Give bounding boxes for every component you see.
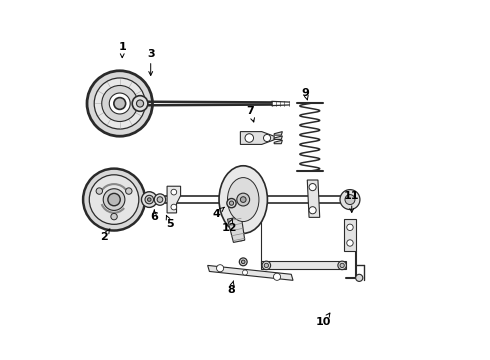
Circle shape [217, 265, 223, 272]
Text: 11: 11 [344, 191, 360, 201]
Text: 4: 4 [213, 209, 220, 219]
Circle shape [154, 194, 166, 205]
Ellipse shape [227, 177, 259, 221]
Circle shape [142, 192, 157, 207]
Circle shape [239, 258, 247, 266]
Circle shape [109, 93, 130, 114]
Circle shape [137, 100, 144, 107]
Polygon shape [274, 140, 282, 144]
Polygon shape [344, 219, 356, 251]
Circle shape [338, 261, 346, 270]
Circle shape [147, 198, 151, 201]
Circle shape [89, 175, 139, 224]
Polygon shape [274, 136, 282, 139]
Text: 12: 12 [221, 223, 237, 233]
Polygon shape [208, 265, 293, 280]
Circle shape [309, 207, 316, 214]
Circle shape [125, 188, 132, 194]
Polygon shape [274, 132, 282, 135]
Circle shape [356, 274, 363, 282]
Circle shape [94, 78, 145, 129]
Polygon shape [227, 216, 245, 242]
Circle shape [114, 98, 125, 109]
Circle shape [103, 189, 125, 210]
Circle shape [264, 134, 270, 141]
Circle shape [345, 195, 355, 204]
Circle shape [347, 240, 353, 246]
Circle shape [340, 263, 344, 267]
Circle shape [264, 263, 269, 267]
Text: 1: 1 [119, 41, 126, 51]
Text: 9: 9 [301, 88, 309, 98]
Circle shape [242, 260, 245, 264]
Circle shape [229, 201, 234, 205]
Circle shape [340, 190, 360, 210]
Circle shape [237, 193, 249, 206]
Circle shape [262, 261, 270, 270]
Circle shape [347, 224, 353, 230]
Polygon shape [261, 261, 346, 269]
Text: 6: 6 [150, 212, 158, 222]
Text: 3: 3 [147, 49, 154, 59]
Text: 2: 2 [100, 232, 108, 242]
Circle shape [171, 204, 177, 210]
Circle shape [145, 195, 153, 204]
Text: 8: 8 [227, 285, 235, 295]
Circle shape [245, 134, 253, 142]
Circle shape [227, 198, 236, 208]
Circle shape [108, 193, 120, 206]
Circle shape [171, 189, 177, 195]
Circle shape [243, 270, 247, 275]
Circle shape [87, 71, 152, 136]
Polygon shape [167, 186, 181, 213]
Polygon shape [241, 132, 274, 144]
Circle shape [241, 197, 246, 202]
Circle shape [111, 213, 117, 220]
Text: 10: 10 [316, 317, 331, 327]
Circle shape [83, 168, 145, 230]
Circle shape [309, 184, 316, 191]
Polygon shape [307, 180, 319, 217]
Text: 5: 5 [167, 220, 174, 229]
Circle shape [157, 197, 163, 202]
Circle shape [132, 96, 148, 111]
Text: 7: 7 [246, 105, 254, 116]
Circle shape [96, 188, 102, 194]
Ellipse shape [219, 166, 268, 233]
Circle shape [102, 85, 138, 122]
Circle shape [273, 273, 281, 280]
